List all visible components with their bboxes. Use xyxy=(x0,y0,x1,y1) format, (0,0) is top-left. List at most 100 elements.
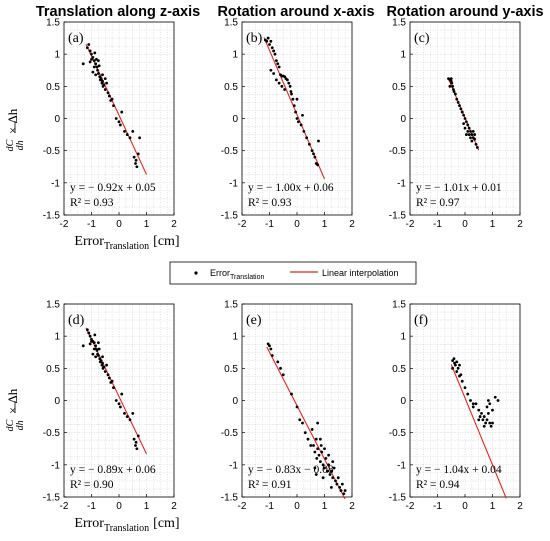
x-tick-label: -2 xyxy=(406,501,415,512)
data-point xyxy=(467,126,471,130)
y-tick-label: -1 xyxy=(229,178,238,189)
data-point xyxy=(453,92,457,96)
data-point xyxy=(458,363,461,367)
x-tick-label: -2 xyxy=(406,219,415,230)
data-point xyxy=(128,136,132,140)
data-point xyxy=(474,142,478,146)
x-tick-label: 2 xyxy=(517,219,523,230)
data-point xyxy=(453,361,456,365)
x-axis-label: ErrorTranslation [cm] xyxy=(74,234,179,252)
data-point xyxy=(279,366,282,370)
data-point xyxy=(484,421,488,425)
data-point xyxy=(94,344,98,348)
data-point xyxy=(112,104,115,108)
fit-equation: y = − 0.89x + 0.06 xyxy=(70,464,156,476)
data-point xyxy=(331,476,335,480)
fit-equation: y = − 1.00x + 0.06 xyxy=(248,182,334,194)
data-point xyxy=(338,485,342,489)
data-point xyxy=(493,395,497,399)
data-point xyxy=(92,65,96,69)
data-point xyxy=(315,457,319,460)
y-tick-label: 0.5 xyxy=(224,82,238,93)
data-point xyxy=(298,418,302,422)
data-point xyxy=(481,418,485,422)
data-point xyxy=(269,39,273,43)
panel-label: (a) xyxy=(68,31,84,46)
data-point xyxy=(459,107,463,111)
data-point xyxy=(131,411,135,415)
data-point xyxy=(266,36,270,40)
data-point xyxy=(95,65,99,69)
data-point xyxy=(292,104,296,108)
data-point xyxy=(491,408,494,412)
y-label-rest: × Δh xyxy=(5,108,20,134)
y-tick-label: 1.5 xyxy=(392,300,406,311)
data-point xyxy=(463,386,467,390)
data-point xyxy=(269,347,273,351)
x-tick-label: -1 xyxy=(265,219,274,230)
data-point xyxy=(118,405,122,409)
data-point xyxy=(496,399,500,402)
data-point xyxy=(96,59,100,62)
fit-line xyxy=(266,346,346,500)
data-point xyxy=(321,463,325,467)
y-tick-label: -1.5 xyxy=(221,211,239,222)
fit-equation: y = − 0.92x + 0.05 xyxy=(70,182,156,194)
data-point xyxy=(120,110,124,114)
data-point xyxy=(317,453,321,457)
fit-equation: y = − 1.04x + 0.04 xyxy=(416,464,502,476)
x-tick-label: 2 xyxy=(171,219,177,230)
y-tick-label: -1.5 xyxy=(43,493,61,504)
data-point xyxy=(323,466,326,470)
data-point xyxy=(81,62,85,66)
data-point xyxy=(123,129,126,133)
data-point xyxy=(321,476,325,480)
data-point xyxy=(92,341,96,344)
data-point xyxy=(105,363,109,367)
data-point xyxy=(106,373,110,377)
data-point xyxy=(290,92,293,96)
data-point xyxy=(473,137,477,141)
data-point xyxy=(101,361,104,365)
data-point xyxy=(134,440,138,444)
data-point xyxy=(301,421,304,425)
data-point xyxy=(312,152,315,156)
panel-b: -2 -1 0 1 2 -1.5 -1 -0.5 0 0.5 1 1.5 (b) y = − 1.00x … xyxy=(221,18,355,231)
y-tick-label: -1.5 xyxy=(43,211,61,222)
data-point xyxy=(81,344,85,348)
data-point xyxy=(270,354,274,357)
data-point xyxy=(280,84,284,88)
data-point xyxy=(107,94,111,98)
data-point xyxy=(95,348,99,352)
data-point xyxy=(276,360,280,364)
data-point xyxy=(125,133,129,136)
data-point xyxy=(291,97,295,101)
y-tick-label: 1.5 xyxy=(46,300,60,311)
data-point xyxy=(329,469,333,473)
y-tick-label: 0.5 xyxy=(224,364,238,375)
data-point xyxy=(274,78,278,82)
x-tick-label: 0 xyxy=(294,219,300,230)
data-point xyxy=(309,444,313,447)
data-point xyxy=(296,120,300,124)
x-tick-label: 0 xyxy=(116,501,122,512)
fit-line xyxy=(263,37,326,180)
data-point xyxy=(110,97,114,101)
data-point xyxy=(283,75,287,79)
y-tick-label: -0.5 xyxy=(43,428,61,439)
y-axis-label-top: dC dh × Δh xyxy=(1,108,26,151)
svg-text:dC dh × Δh: dC dh × Δh xyxy=(1,108,26,151)
panel-label: (d) xyxy=(68,313,85,328)
y-tick-label: 0.5 xyxy=(392,82,406,93)
data-point xyxy=(91,55,95,59)
data-point xyxy=(96,341,100,344)
data-point xyxy=(324,457,328,460)
svg-text:dC dh × Δh: dC dh × Δh xyxy=(1,388,26,431)
data-point xyxy=(106,91,110,95)
data-point xyxy=(96,354,100,357)
data-point xyxy=(307,142,311,146)
data-point xyxy=(486,411,490,415)
data-point xyxy=(473,133,477,136)
data-point xyxy=(98,357,102,361)
data-point xyxy=(327,463,331,467)
